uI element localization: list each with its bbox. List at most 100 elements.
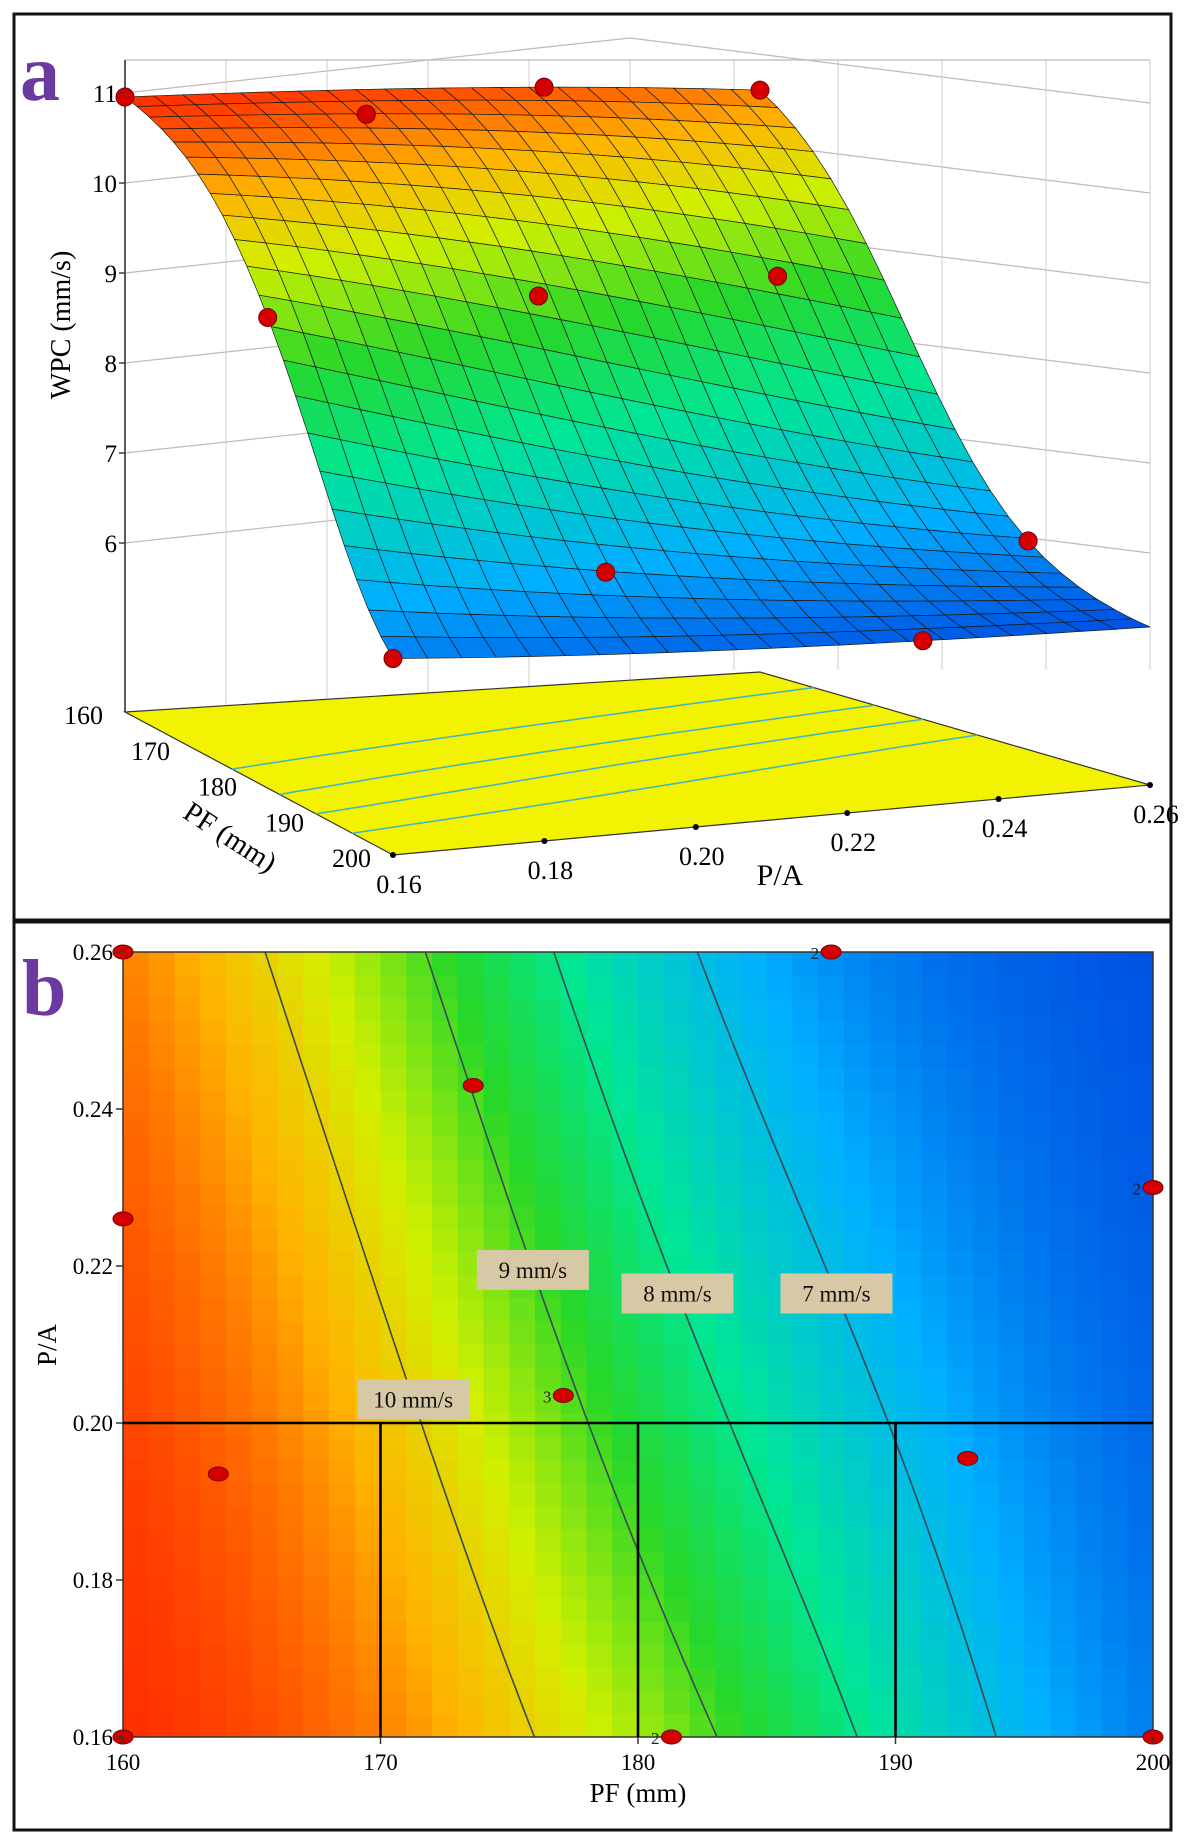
heat-cell — [200, 1713, 227, 1737]
heat-cell — [766, 1344, 794, 1369]
heat-cell — [457, 1621, 485, 1646]
heat-cell — [406, 1644, 433, 1669]
heat-cell — [972, 998, 1000, 1022]
heat-cell — [483, 1575, 510, 1600]
heat-cell — [586, 1506, 613, 1530]
heat-cell — [303, 1436, 330, 1461]
heat-cell — [174, 1044, 201, 1069]
heat-cell — [844, 1690, 871, 1715]
heat-cell — [251, 1413, 279, 1438]
heat-cell — [741, 1621, 768, 1646]
heat-cell — [380, 1575, 407, 1600]
heat-cell — [1075, 1021, 1103, 1045]
heat-cell — [972, 1067, 1000, 1092]
heat-cell — [483, 1644, 510, 1669]
heat-cell — [638, 1321, 665, 1346]
design-point — [462, 1077, 484, 1093]
heat-cell — [1024, 1275, 1051, 1299]
heat-cell — [895, 1413, 922, 1438]
heat-cell — [741, 1667, 768, 1692]
heat-cell — [509, 1021, 536, 1045]
heat-cell — [766, 1067, 794, 1092]
panel-a-design-points — [115, 77, 1038, 669]
heat-cell — [560, 1506, 588, 1530]
heat-cell — [483, 1229, 510, 1253]
heat-cell — [612, 1552, 639, 1576]
heat-cell — [483, 1159, 510, 1184]
heat-cell — [715, 1459, 742, 1484]
replicate-count: 2 — [811, 944, 820, 963]
design-point — [660, 1729, 682, 1745]
heat-cell — [586, 1690, 613, 1715]
heat-cell — [251, 1321, 279, 1346]
heat-cell — [1075, 998, 1103, 1022]
heat-cell — [329, 1275, 356, 1299]
heat-cell — [535, 1506, 562, 1530]
heat-cell — [638, 1136, 665, 1161]
heat-cell — [638, 1621, 665, 1646]
heat-cell — [483, 1506, 510, 1530]
heat-cell — [251, 1506, 279, 1530]
heat-cell — [1127, 1598, 1153, 1623]
heat-cell — [1127, 952, 1153, 976]
heat-cell — [406, 1621, 433, 1646]
heat-cell — [560, 1690, 588, 1715]
heat-cell — [457, 1575, 485, 1600]
heat-cell — [895, 1644, 922, 1669]
heat-cell — [1050, 1298, 1077, 1323]
heat-cell — [1075, 1436, 1103, 1461]
heat-cell — [818, 1713, 845, 1737]
heat-cell — [1127, 1436, 1153, 1461]
heat-cell — [1101, 1159, 1128, 1184]
panel-b-letter: b — [22, 945, 67, 1033]
heat-cell — [869, 975, 897, 999]
heat-cell — [535, 1182, 562, 1207]
heat-cell — [766, 1413, 794, 1438]
heat-cell — [123, 1067, 150, 1092]
heat-cell — [586, 1205, 613, 1230]
heat-cell — [380, 1667, 407, 1692]
heat-cell — [663, 1598, 691, 1623]
heat-cell — [406, 1459, 433, 1484]
heat-cell — [844, 1644, 871, 1669]
heat-cell — [586, 1275, 613, 1299]
heat-cell — [354, 1067, 382, 1092]
heat-cell — [972, 1113, 1000, 1138]
heat-cell — [766, 1090, 794, 1115]
heat-cell — [663, 1344, 691, 1369]
heat-cell — [766, 1436, 794, 1461]
heat-cell — [380, 1552, 407, 1576]
heat-cell — [689, 1667, 716, 1692]
y-tick-label: 0.26 — [73, 940, 113, 965]
heat-cell — [354, 1483, 382, 1507]
heat-cell — [483, 1713, 510, 1737]
heat-cell — [406, 1113, 433, 1138]
heat-cell — [792, 1575, 819, 1600]
heat-cell — [844, 1552, 871, 1576]
heat-cell — [354, 1182, 382, 1207]
heat-cell — [354, 1575, 382, 1600]
heat-cell — [844, 1136, 871, 1161]
heat-cell — [612, 1367, 639, 1392]
heat-cell — [457, 1552, 485, 1576]
heat-cell — [1075, 1483, 1103, 1507]
heat-cell — [947, 1575, 974, 1600]
heat-cell — [792, 952, 819, 976]
heat-cell — [663, 1552, 691, 1576]
heat-cell — [947, 975, 974, 999]
heat-cell — [844, 1413, 871, 1438]
heat-cell — [844, 1575, 871, 1600]
heat-cell — [792, 1621, 819, 1646]
heat-cell — [380, 998, 407, 1022]
heat-cell — [1024, 1021, 1051, 1045]
heat-cell — [638, 1159, 665, 1184]
heat-cell — [1050, 1713, 1077, 1737]
heat-cell — [689, 1229, 716, 1253]
heat-cell — [818, 1483, 845, 1507]
heat-cell — [998, 1136, 1025, 1161]
heat-cell — [663, 1044, 691, 1069]
heat-cell — [123, 1275, 150, 1299]
heat-cell — [509, 1113, 536, 1138]
heat-cell — [921, 1113, 948, 1138]
heat-cell — [766, 1575, 794, 1600]
